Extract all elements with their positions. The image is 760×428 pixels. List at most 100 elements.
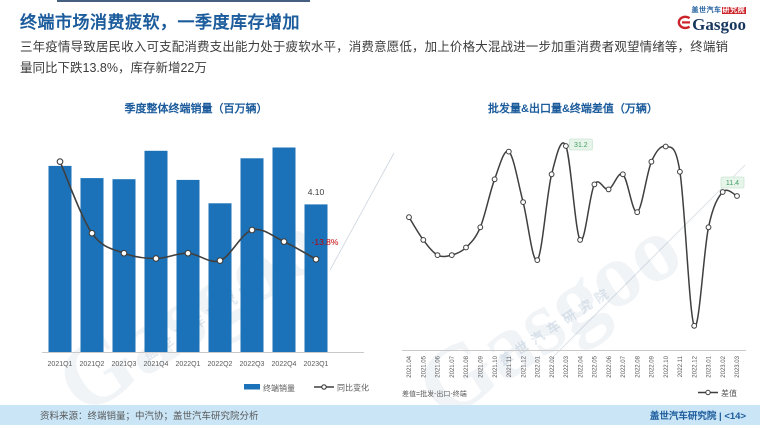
gap-marker-2021.06: [434, 252, 441, 259]
x-tick-label: 2023.03: [735, 355, 741, 377]
gap-marker-2023.02: [719, 189, 726, 195]
gap-marker-2022.05: [591, 181, 598, 188]
x-tick-label: 2022.01: [536, 355, 542, 377]
x-tick-label: 2021Q1: [48, 361, 73, 368]
legend-bar-label: 终端销量: [263, 383, 295, 393]
bar-2023Q1: [304, 204, 328, 352]
bar-2022Q1: [176, 179, 200, 352]
x-tick-label: 2022.07: [621, 355, 627, 377]
x-tick-label: 2022.10: [664, 355, 670, 377]
legend-line-marker: [705, 389, 711, 396]
x-tick-label: 2021.08: [464, 355, 470, 377]
yoy-marker-2022Q3: [248, 226, 256, 234]
yoy-marker-2022Q2: [216, 257, 224, 264]
bar-2022Q2: [208, 203, 232, 352]
x-tick-label: 2022.06: [607, 355, 613, 377]
right-chart-title: 批发量&出口量&终端差值（万辆）: [488, 103, 658, 115]
x-tick-label: 2021.11: [507, 355, 513, 377]
footer-branding: 盖世汽车研究院 | <14>: [649, 411, 746, 422]
x-tick-label: 2021Q3: [112, 361, 137, 368]
data-label-value: 11.4: [726, 180, 739, 187]
watermark-line: [329, 152, 395, 271]
x-tick-label: 2021.04: [407, 355, 413, 377]
x-tick-label: 2022.08: [635, 355, 641, 377]
yoy-marker-2021Q2: [88, 229, 96, 237]
x-tick-label: 2023.01: [707, 355, 713, 377]
x-tick-label: 2022Q3: [240, 361, 265, 368]
gap-marker-2021.04: [406, 214, 412, 221]
x-tick-label: 2022.12: [692, 355, 698, 377]
logo-wordmark: Gasgoo: [692, 15, 746, 34]
x-tick-label: 2023.02: [721, 355, 727, 377]
x-tick-label: 2022.03: [564, 355, 570, 377]
intro-text: 三年疫情导致居民收入可支配消费支出能力处于疲软水平，消费意愿低，加上价格大混战进…: [20, 40, 728, 75]
x-tick-label: 2021Q4: [144, 361, 169, 368]
watermark-line: [549, 164, 746, 361]
gap-marker-2021.10: [491, 176, 498, 183]
bar-2022Q3: [240, 158, 264, 352]
x-tick-label: 2022Q4: [272, 361, 297, 368]
x-tick-label: 2022.09: [650, 355, 656, 377]
bar-value-label: 4.10: [308, 187, 325, 197]
x-tick-label: 2022Q1: [176, 361, 201, 368]
bar-2021Q1: [48, 165, 72, 352]
right-chart-plot: 2021.04 2021.05 2021.06 2021.07 2021.08 2021.…: [402, 138, 746, 398]
chart-terminal-sales: 季度整体终端销量（百万辆） 2021Q1 2021Q2 2021Q3 2021Q4 20…: [30, 100, 395, 403]
gap-marker-2022.04: [577, 237, 584, 243]
left-chart-plot: 2021Q1 2021Q2 2021Q3 2021Q4 2022Q1 2022Q2 2022…: [42, 147, 395, 393]
legend-line-label: 同比变化: [337, 383, 369, 393]
x-tick-label: 2022.11: [678, 355, 684, 377]
x-tick-label: 2022Q2: [208, 361, 233, 368]
gap-marker-2022.08: [634, 209, 641, 216]
footer-source: 资料来源：终端销量；中汽协；盖世汽车研究院分析: [40, 411, 259, 422]
footer-bar: 资料来源：终端销量；中汽协；盖世汽车研究院分析 盖世汽车研究院 | <14>: [0, 405, 760, 425]
legend-bar-swatch: [244, 384, 260, 390]
gap-marker-2022.06: [605, 186, 612, 193]
bar-2021Q3: [112, 179, 136, 352]
x-tick-label: 2021.07: [450, 355, 456, 377]
x-tick-label: 2022.02: [550, 355, 556, 377]
gap-marker-2021.05: [420, 237, 427, 243]
gasgoo-logo: 盖世汽车研究院 Gasgoo: [650, 7, 746, 35]
formula-note: 差值=批发-出口-终端: [402, 389, 467, 398]
x-tick-label: 2021Q2: [80, 361, 105, 368]
yoy-value-label: -13.8%: [312, 237, 339, 247]
gap-marker-2022.01: [534, 257, 541, 264]
logo-tagline-blue: 盖世汽车: [691, 7, 722, 14]
data-label-box: [720, 176, 745, 189]
gap-marker-2022.10: [662, 143, 669, 150]
yoy-marker-2021Q3: [120, 249, 128, 257]
data-label-box: [568, 138, 593, 151]
bar-2022Q4: [272, 147, 296, 352]
gap-marker-2023.01: [705, 224, 712, 231]
legend-line-label: 差值: [721, 388, 737, 398]
top-edge-line: [57, 0, 310, 2]
gap-marker-2021.08: [463, 244, 469, 251]
logo-swoosh-icon: [674, 15, 691, 35]
gap-marker-2022.12: [691, 322, 698, 329]
x-tick-label: 2023Q1: [304, 361, 329, 368]
x-tick-label: 2022.04: [578, 355, 584, 377]
x-tick-label: 2021.09: [479, 355, 485, 377]
x-tick-label: 2021.06: [436, 355, 442, 377]
gap-marker-2021.07: [448, 252, 455, 259]
chart-wholesale-export-gap: 批发量&出口量&终端差值（万辆） 2021.04 2021.05 2021.06 20…: [400, 100, 750, 403]
gap-marker-2022.02: [548, 171, 555, 178]
x-tick-label: 2021.10: [493, 355, 499, 377]
gap-marker-2021.11: [505, 148, 512, 155]
yoy-marker-2022Q1: [184, 249, 192, 257]
bar-2021Q2: [80, 178, 104, 352]
x-tick-label: 2021.05: [422, 355, 428, 377]
bar-2021Q4: [144, 150, 168, 352]
gap-marker-2021.12: [520, 199, 526, 205]
yoy-marker-2021Q4: [152, 255, 160, 262]
data-label-value: 31.2: [574, 142, 588, 149]
yoy-marker-2021Q1: [56, 158, 64, 165]
left-chart-title: 季度整体终端销量（百万辆）: [124, 103, 268, 115]
gap-marker-2021.09: [477, 224, 484, 231]
x-tick-label: 2022.05: [593, 355, 599, 377]
logo-tagline: 盖世汽车研究院: [650, 7, 746, 15]
page-title: 终端市场消费疲软，一季度库存增加: [20, 13, 300, 32]
gap-line: [408, 142, 738, 327]
